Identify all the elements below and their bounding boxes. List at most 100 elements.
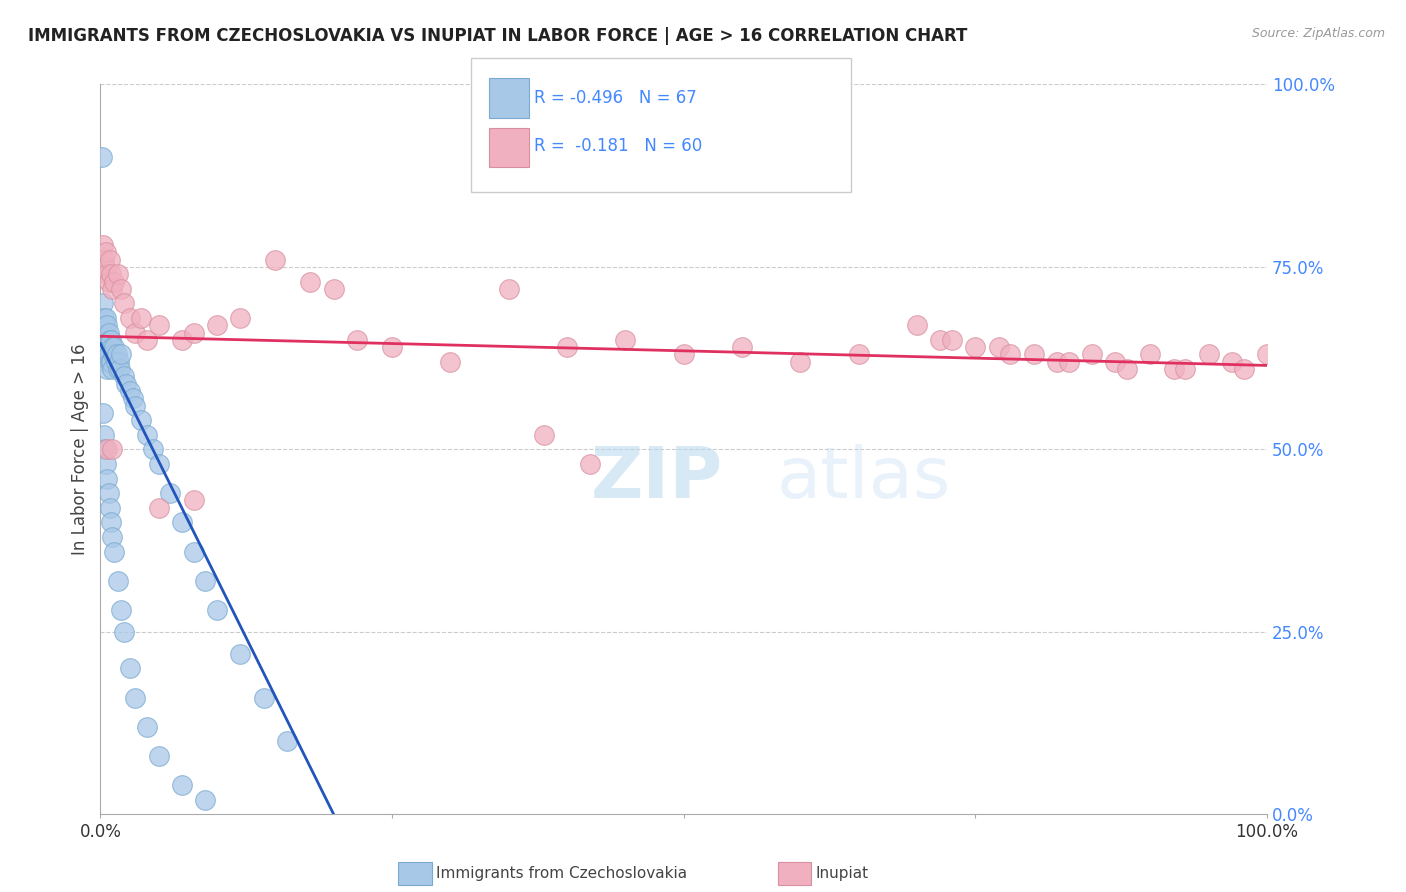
Point: [98, 333, 121, 347]
Point: [1256, 347, 1278, 361]
Point: [110, 603, 132, 617]
Point: [183, 326, 205, 340]
Point: [94, 318, 117, 333]
Point: [170, 333, 193, 347]
Point: [96, 355, 118, 369]
Point: [108, 355, 131, 369]
Point: [93, 427, 115, 442]
Point: [194, 793, 217, 807]
Text: R =  -0.181   N = 60: R = -0.181 N = 60: [534, 137, 703, 155]
Point: [110, 282, 132, 296]
Point: [205, 318, 228, 333]
Point: [322, 282, 344, 296]
Point: [136, 720, 159, 734]
Point: [789, 355, 811, 369]
Point: [96, 362, 118, 376]
Point: [91, 238, 114, 252]
Point: [1057, 355, 1080, 369]
Point: [276, 734, 298, 748]
Point: [264, 252, 287, 267]
Point: [101, 340, 124, 354]
Point: [987, 340, 1010, 354]
Point: [183, 544, 205, 558]
Point: [91, 406, 114, 420]
Point: [96, 472, 118, 486]
Point: [93, 252, 115, 267]
Point: [103, 275, 125, 289]
Point: [103, 347, 125, 361]
Point: [94, 260, 117, 274]
Point: [96, 457, 118, 471]
Y-axis label: In Labor Force | Age > 16: In Labor Force | Age > 16: [72, 343, 89, 555]
Point: [229, 647, 252, 661]
Point: [614, 333, 637, 347]
Point: [94, 442, 117, 457]
Point: [1022, 347, 1045, 361]
Point: [100, 333, 122, 347]
Point: [124, 399, 146, 413]
Point: [129, 413, 152, 427]
Point: [579, 457, 602, 471]
Point: [148, 500, 170, 515]
Point: [101, 530, 124, 544]
Point: [1198, 347, 1220, 361]
Point: [1232, 362, 1254, 376]
Point: [731, 340, 754, 354]
Point: [90, 150, 112, 164]
Point: [118, 384, 141, 398]
Point: [96, 310, 118, 325]
Point: [148, 457, 170, 471]
Point: [96, 340, 118, 354]
Text: atlas: atlas: [778, 444, 952, 513]
Point: [98, 355, 121, 369]
Point: [905, 318, 928, 333]
Point: [1174, 362, 1197, 376]
Point: [112, 369, 135, 384]
Point: [103, 544, 125, 558]
Point: [93, 347, 115, 361]
Point: [110, 347, 132, 361]
Point: [253, 690, 276, 705]
Point: [101, 442, 124, 457]
Point: [1163, 362, 1185, 376]
Point: [124, 326, 146, 340]
Text: Source: ZipAtlas.com: Source: ZipAtlas.com: [1251, 27, 1385, 40]
Point: [107, 362, 129, 376]
Point: [107, 267, 129, 281]
Point: [91, 326, 114, 340]
Point: [1081, 347, 1104, 361]
Text: IMMIGRANTS FROM CZECHOSLOVAKIA VS INUPIAT IN LABOR FORCE | AGE > 16 CORRELATION : IMMIGRANTS FROM CZECHOSLOVAKIA VS INUPIA…: [28, 27, 967, 45]
Point: [122, 391, 145, 405]
Point: [1104, 355, 1126, 369]
Point: [1046, 355, 1069, 369]
Point: [97, 486, 120, 500]
Point: [112, 296, 135, 310]
Point: [104, 355, 127, 369]
Point: [194, 574, 217, 588]
Point: [205, 603, 228, 617]
Text: ZIP: ZIP: [591, 444, 723, 513]
Point: [533, 427, 555, 442]
Point: [93, 326, 115, 340]
Point: [118, 310, 141, 325]
Point: [100, 516, 122, 530]
Point: [108, 362, 131, 376]
Point: [148, 748, 170, 763]
Point: [107, 574, 129, 588]
Point: [965, 340, 987, 354]
Point: [299, 275, 322, 289]
Point: [97, 347, 120, 361]
Point: [96, 267, 118, 281]
Point: [929, 333, 952, 347]
Point: [555, 340, 578, 354]
Point: [672, 347, 695, 361]
Point: [229, 310, 252, 325]
Point: [183, 493, 205, 508]
Point: [1000, 347, 1022, 361]
Point: [136, 333, 159, 347]
Point: [148, 318, 170, 333]
Point: [98, 500, 121, 515]
Point: [1116, 362, 1139, 376]
Point: [129, 310, 152, 325]
Point: [98, 252, 121, 267]
